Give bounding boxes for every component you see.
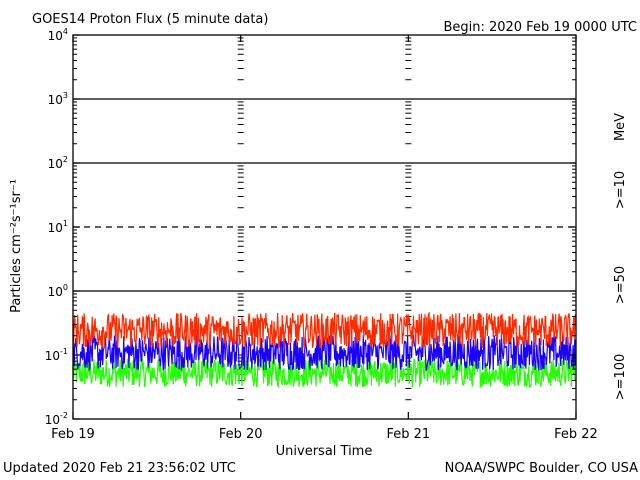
chart-title: GOES14 Proton Flux (5 minute data) — [32, 12, 268, 27]
legend-entry: >=50 — [613, 266, 628, 304]
y-tick-label: 103 — [48, 91, 68, 107]
y-tick-label: 104 — [48, 27, 68, 43]
x-tick-label: Feb 19 — [51, 427, 95, 442]
y-tick-label: 102 — [48, 155, 68, 171]
updated-text: Updated 2020 Feb 21 23:56:02 UTC — [3, 461, 236, 476]
x-tick-label: Feb 21 — [386, 427, 430, 442]
series-line — [72, 311, 577, 349]
y-axis-ticks: 10-2 10-1 100 101 102 103 104 — [45, 27, 576, 427]
y-tick-label: 100 — [48, 283, 68, 299]
legend-unit-label: MeV — [613, 113, 628, 141]
series-line — [72, 356, 577, 389]
reference-lines — [73, 98, 576, 292]
x-tick-label: Feb 20 — [219, 427, 263, 442]
y-axis-label: Particles cm⁻²s⁻¹sr⁻¹ — [9, 179, 24, 313]
legend-entry: >=10 — [613, 171, 628, 209]
x-tick-label: Feb 22 — [554, 427, 598, 442]
y-tick-label: 10-1 — [45, 347, 68, 363]
source-text: NOAA/SWPC Boulder, CO USA — [445, 461, 638, 476]
legend: >=10 >=50 >=100 MeV — [613, 113, 628, 400]
plot-frame — [72, 34, 577, 420]
series-layer — [72, 311, 577, 389]
x-axis-label: Universal Time — [276, 444, 373, 459]
y-tick-label: 10-2 — [45, 411, 68, 427]
begin-label: Begin: 2020 Feb 19 0000 UTC — [443, 20, 637, 35]
legend-entry: >=100 — [613, 354, 628, 401]
y-tick-label: 101 — [48, 219, 68, 235]
